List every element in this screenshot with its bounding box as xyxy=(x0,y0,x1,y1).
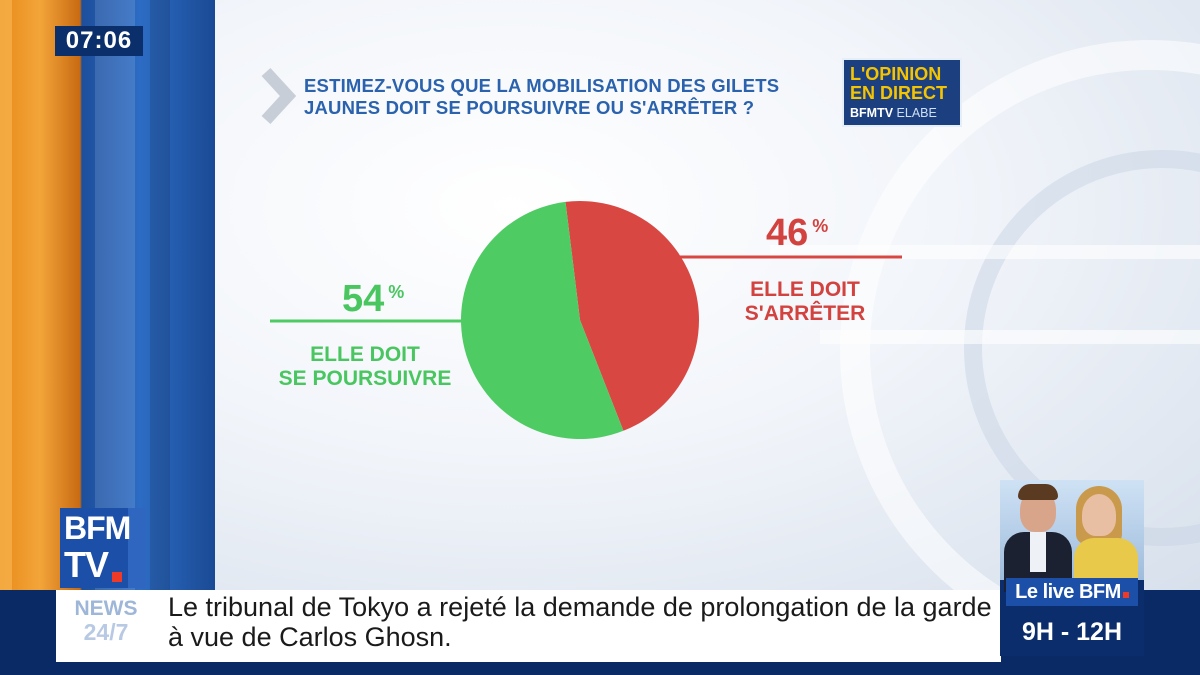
host-1-hair xyxy=(1018,484,1058,500)
slice-1-percent: 54% xyxy=(342,278,404,321)
host-2-portrait xyxy=(1082,494,1116,536)
slice-1-value-label: 54 xyxy=(342,278,385,320)
ticker-headline: Le tribunal de Tokyo a rejeté la demande… xyxy=(168,592,992,652)
chevron-right-icon xyxy=(261,67,297,125)
opinion-en-direct-logo: L'OPINION EN DIRECT BFMTV ELABE xyxy=(842,58,962,127)
slice-2-value-label: 46 xyxy=(766,212,809,254)
news-tag-line-2: 24/7 xyxy=(83,619,129,645)
slice-1-label-line-2: SE POURSUIVRE xyxy=(278,367,452,390)
slice-2-percent: 46% xyxy=(766,212,828,255)
logo-line-3: BFMTV ELABE xyxy=(850,106,937,120)
ticker-text-area xyxy=(56,590,1001,662)
slice-1-label: ELLE DOIT SE POURSUIVRE xyxy=(270,343,460,391)
on-air-clock: 07:06 xyxy=(55,26,143,56)
slice-2-unit: % xyxy=(812,216,829,236)
show-time: 9H - 12H xyxy=(1021,618,1123,646)
logo-red-dot xyxy=(112,572,122,582)
pie-slices xyxy=(461,200,700,439)
slice-2-label: ELLE DOIT S'ARRÊTER xyxy=(740,278,870,326)
logo-line-1: L'OPINION xyxy=(850,64,942,84)
logo-partner: ELABE xyxy=(896,106,937,120)
slice-1-unit: % xyxy=(388,282,405,302)
logo-text-bfm: BFM xyxy=(64,510,131,546)
show-promo: Le live BFM 9H - 12H xyxy=(1000,480,1144,656)
poll-question: ESTIMEZ-VOUS QUE LA MOBILISATION DES GIL… xyxy=(304,75,780,118)
show-title-text: Le live BFM xyxy=(1015,581,1121,603)
show-title-dot xyxy=(1122,592,1129,598)
news-tag-line-1: NEWS xyxy=(74,597,138,620)
logo-text-tv: TV xyxy=(64,544,109,585)
pie-slice-2 xyxy=(565,200,700,431)
slice-1-label-line-1: ELLE DOIT xyxy=(310,343,420,366)
logo-brand: BFMTV xyxy=(850,106,894,120)
show-title: Le live BFM xyxy=(1006,578,1138,606)
decorative-beam xyxy=(820,330,1200,344)
news-24-7-tag: NEWS 24/7 xyxy=(60,597,152,645)
host-1-shirt xyxy=(1030,532,1046,572)
pie-slice-1 xyxy=(461,201,624,439)
news-ticker-bar xyxy=(0,590,1200,675)
studio-shadow-stripe xyxy=(150,0,170,675)
slice-2-label-line-2: S'ARRÊTER xyxy=(744,302,866,325)
bfmtv-logo: BFM TV xyxy=(60,508,146,588)
slice-2-label-line-1: ELLE DOIT xyxy=(750,278,860,301)
logo-edge xyxy=(128,508,146,588)
logo-line-2: EN DIRECT xyxy=(850,83,948,103)
studio-light-stripe xyxy=(0,0,12,675)
